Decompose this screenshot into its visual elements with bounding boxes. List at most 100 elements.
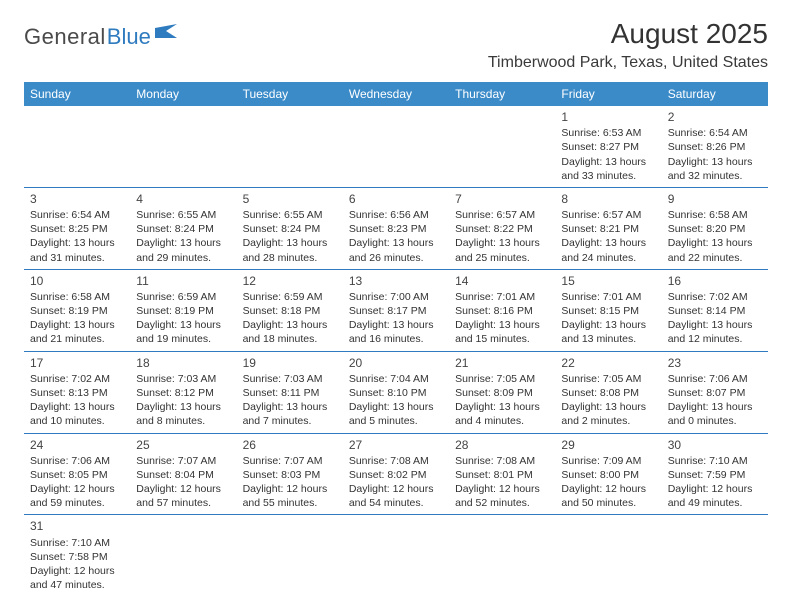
location: Timberwood Park, Texas, United States (488, 54, 768, 72)
sunrise-text: Sunrise: 7:05 AM (561, 372, 655, 386)
daylight-text: Daylight: 13 hours (561, 318, 655, 332)
logo: General Blue (24, 24, 177, 50)
daylight-text: Daylight: 13 hours (349, 236, 443, 250)
day-number: 31 (30, 518, 124, 534)
weekday-wednesday: Wednesday (343, 82, 449, 106)
daylight-text: and 10 minutes. (30, 414, 124, 428)
sunset-text: Sunset: 8:21 PM (561, 222, 655, 236)
calendar-cell: 21Sunrise: 7:05 AMSunset: 8:09 PMDayligh… (449, 351, 555, 433)
sunset-text: Sunset: 8:00 PM (561, 468, 655, 482)
sunset-text: Sunset: 8:05 PM (30, 468, 124, 482)
sunset-text: Sunset: 8:12 PM (136, 386, 230, 400)
daylight-text: Daylight: 13 hours (243, 400, 337, 414)
daylight-text: Daylight: 13 hours (668, 236, 762, 250)
day-number: 29 (561, 437, 655, 453)
calendar-cell: 13Sunrise: 7:00 AMSunset: 8:17 PMDayligh… (343, 269, 449, 351)
calendar-cell: 25Sunrise: 7:07 AMSunset: 8:04 PMDayligh… (130, 433, 236, 515)
calendar-cell: 12Sunrise: 6:59 AMSunset: 8:18 PMDayligh… (237, 269, 343, 351)
sunrise-text: Sunrise: 6:57 AM (455, 208, 549, 222)
weekday-tuesday: Tuesday (237, 82, 343, 106)
sunset-text: Sunset: 8:14 PM (668, 304, 762, 318)
calendar-cell: 9Sunrise: 6:58 AMSunset: 8:20 PMDaylight… (662, 187, 768, 269)
daylight-text: Daylight: 12 hours (455, 482, 549, 496)
sunset-text: Sunset: 8:17 PM (349, 304, 443, 318)
sunrise-text: Sunrise: 6:55 AM (136, 208, 230, 222)
calendar-cell: 16Sunrise: 7:02 AMSunset: 8:14 PMDayligh… (662, 269, 768, 351)
sunrise-text: Sunrise: 7:02 AM (30, 372, 124, 386)
day-number: 3 (30, 191, 124, 207)
daylight-text: and 8 minutes. (136, 414, 230, 428)
calendar-cell: 23Sunrise: 7:06 AMSunset: 8:07 PMDayligh… (662, 351, 768, 433)
daylight-text: and 55 minutes. (243, 496, 337, 510)
calendar-cell: 2Sunrise: 6:54 AMSunset: 8:26 PMDaylight… (662, 106, 768, 187)
sunrise-text: Sunrise: 7:03 AM (136, 372, 230, 386)
sunrise-text: Sunrise: 7:07 AM (243, 454, 337, 468)
logo-text-general: General (24, 24, 106, 50)
sunrise-text: Sunrise: 7:03 AM (243, 372, 337, 386)
sunrise-text: Sunrise: 7:01 AM (455, 290, 549, 304)
day-number: 23 (668, 355, 762, 371)
sunrise-text: Sunrise: 7:07 AM (136, 454, 230, 468)
sunset-text: Sunset: 8:26 PM (668, 140, 762, 154)
calendar-cell: 7Sunrise: 6:57 AMSunset: 8:22 PMDaylight… (449, 187, 555, 269)
header: General Blue August 2025 Timberwood Park… (24, 18, 768, 80)
daylight-text: Daylight: 12 hours (30, 482, 124, 496)
weekday-saturday: Saturday (662, 82, 768, 106)
daylight-text: and 31 minutes. (30, 251, 124, 265)
weekday-friday: Friday (555, 82, 661, 106)
daylight-text: and 28 minutes. (243, 251, 337, 265)
daylight-text: Daylight: 13 hours (561, 236, 655, 250)
day-number: 10 (30, 273, 124, 289)
daylight-text: Daylight: 13 hours (136, 318, 230, 332)
sunrise-text: Sunrise: 7:09 AM (561, 454, 655, 468)
daylight-text: Daylight: 13 hours (30, 400, 124, 414)
daylight-text: and 29 minutes. (136, 251, 230, 265)
daylight-text: Daylight: 12 hours (243, 482, 337, 496)
page: General Blue August 2025 Timberwood Park… (0, 0, 792, 596)
sunset-text: Sunset: 8:23 PM (349, 222, 443, 236)
day-number: 28 (455, 437, 549, 453)
sunset-text: Sunset: 8:01 PM (455, 468, 549, 482)
daylight-text: Daylight: 13 hours (561, 155, 655, 169)
sunset-text: Sunset: 8:09 PM (455, 386, 549, 400)
calendar-cell (662, 515, 768, 596)
sunset-text: Sunset: 8:25 PM (30, 222, 124, 236)
day-number: 5 (243, 191, 337, 207)
day-number: 13 (349, 273, 443, 289)
calendar-cell: 1Sunrise: 6:53 AMSunset: 8:27 PMDaylight… (555, 106, 661, 187)
day-number: 11 (136, 273, 230, 289)
day-number: 4 (136, 191, 230, 207)
daylight-text: and 12 minutes. (668, 332, 762, 346)
sunset-text: Sunset: 8:18 PM (243, 304, 337, 318)
day-number: 26 (243, 437, 337, 453)
sunrise-text: Sunrise: 6:54 AM (668, 126, 762, 140)
sunset-text: Sunset: 8:13 PM (30, 386, 124, 400)
weekday-monday: Monday (130, 82, 236, 106)
calendar-cell (555, 515, 661, 596)
calendar-cell (130, 106, 236, 187)
calendar-row: 17Sunrise: 7:02 AMSunset: 8:13 PMDayligh… (24, 351, 768, 433)
sunset-text: Sunset: 8:08 PM (561, 386, 655, 400)
sunrise-text: Sunrise: 7:08 AM (349, 454, 443, 468)
calendar-cell: 18Sunrise: 7:03 AMSunset: 8:12 PMDayligh… (130, 351, 236, 433)
calendar-cell: 11Sunrise: 6:59 AMSunset: 8:19 PMDayligh… (130, 269, 236, 351)
daylight-text: and 25 minutes. (455, 251, 549, 265)
logo-text-blue: Blue (107, 24, 151, 50)
sunset-text: Sunset: 7:58 PM (30, 550, 124, 564)
daylight-text: Daylight: 13 hours (243, 318, 337, 332)
sunrise-text: Sunrise: 6:58 AM (668, 208, 762, 222)
sunrise-text: Sunrise: 7:05 AM (455, 372, 549, 386)
day-number: 2 (668, 109, 762, 125)
sunset-text: Sunset: 7:59 PM (668, 468, 762, 482)
calendar-cell: 15Sunrise: 7:01 AMSunset: 8:15 PMDayligh… (555, 269, 661, 351)
weekday-thursday: Thursday (449, 82, 555, 106)
daylight-text: and 26 minutes. (349, 251, 443, 265)
calendar-cell (343, 106, 449, 187)
daylight-text: Daylight: 13 hours (30, 318, 124, 332)
sunrise-text: Sunrise: 6:55 AM (243, 208, 337, 222)
day-number: 6 (349, 191, 443, 207)
daylight-text: Daylight: 13 hours (668, 400, 762, 414)
daylight-text: and 13 minutes. (561, 332, 655, 346)
daylight-text: Daylight: 13 hours (668, 318, 762, 332)
day-number: 25 (136, 437, 230, 453)
